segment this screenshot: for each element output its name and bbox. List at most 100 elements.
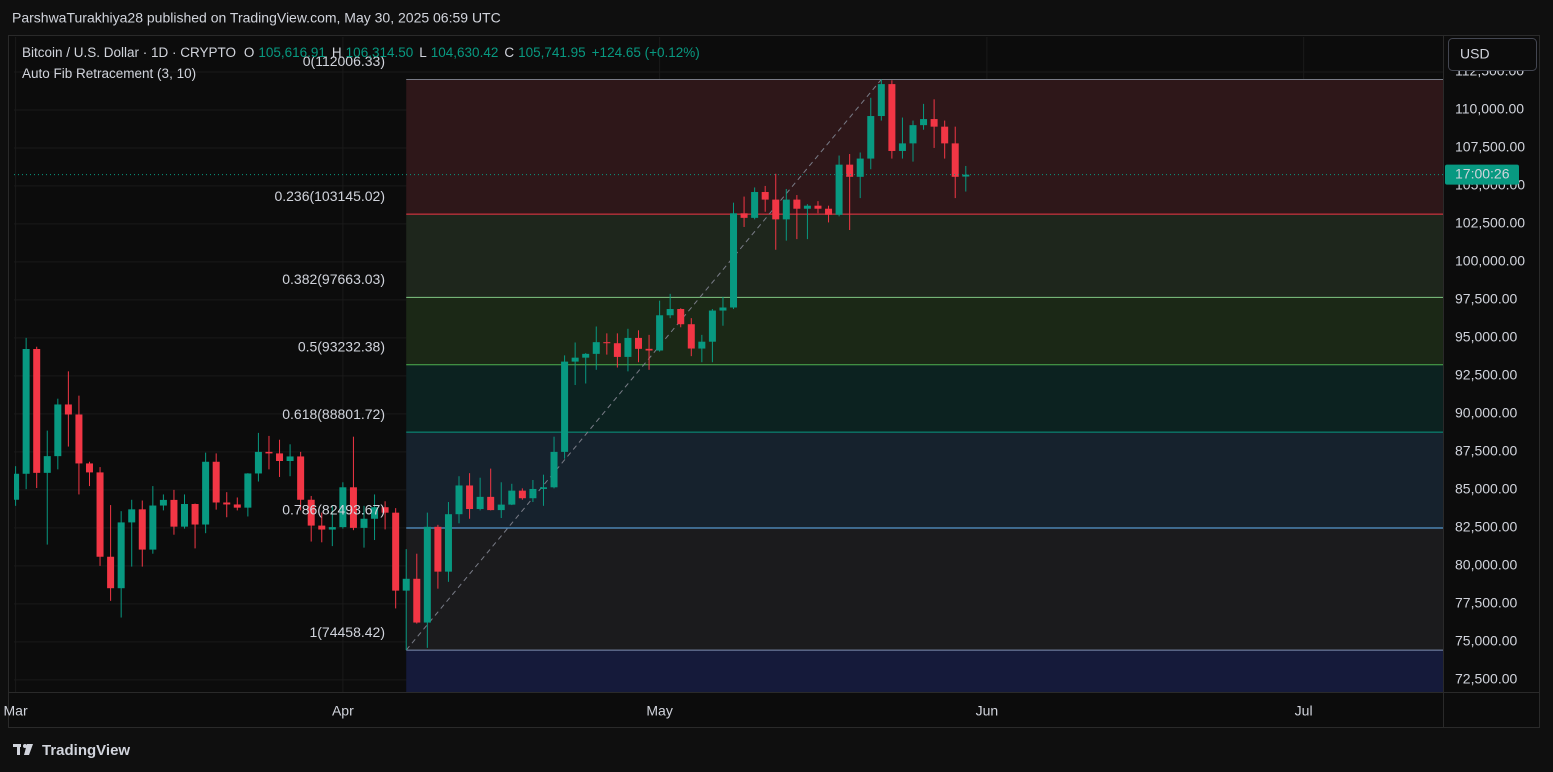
currency-button[interactable] (1448, 38, 1537, 71)
candle-body (181, 504, 189, 527)
candle-body (740, 213, 748, 218)
candle-body (909, 125, 917, 144)
candle-body (846, 164, 854, 177)
candle-body (191, 504, 199, 525)
candle-body (381, 507, 389, 513)
candle-body (962, 174, 970, 177)
ohlc-key: O (243, 45, 255, 60)
candle-body (286, 456, 294, 462)
candle-body (22, 348, 30, 474)
candle-body (550, 451, 558, 488)
candle-body (814, 205, 822, 209)
candle-body (666, 309, 674, 316)
candle-body (96, 472, 104, 557)
logo-part (24, 744, 33, 755)
candle-body (423, 526, 431, 623)
brand: TradingView (42, 742, 130, 759)
candle-body (64, 404, 72, 415)
candle-body (571, 357, 579, 362)
indicator-name: Auto Fib Retracement (3, 10) (22, 66, 197, 81)
candle-body (14, 473, 20, 500)
candle-body (677, 309, 685, 325)
candle-body (444, 514, 452, 572)
candle-body (128, 509, 136, 523)
candle-body (360, 518, 368, 528)
countdown: 17:00:26 (1455, 165, 1510, 181)
candle-body (202, 461, 210, 525)
ohlc-value: 105,616.91 (258, 45, 326, 60)
fib-level-label: 1(74458.42) (309, 624, 385, 640)
candle-body (561, 361, 569, 452)
candle-body (149, 505, 157, 550)
candle-body (307, 499, 315, 526)
candle-body (212, 461, 220, 503)
fib-level-label: 0(112006.33) (303, 53, 385, 69)
x-tick-label: Mar (4, 703, 28, 719)
candle-body (951, 143, 959, 177)
candle-body (645, 348, 653, 351)
currency[interactable]: USD (1460, 46, 1490, 62)
y-tick-label: 85,000.00 (1455, 481, 1517, 497)
fib-zone (406, 432, 1443, 528)
fib-zone (406, 79, 1443, 215)
candle-body (244, 473, 252, 508)
candle-body (413, 578, 421, 623)
y-tick-label: 110,000.00 (1455, 101, 1524, 117)
candle-body (75, 414, 83, 464)
fib-zone (406, 297, 1443, 365)
candle-body (518, 490, 526, 499)
candle-body (402, 578, 410, 591)
candle-body (803, 205, 811, 209)
candle-body (751, 192, 759, 218)
candle-body (371, 507, 379, 519)
candle-body (434, 526, 442, 572)
candle-body (708, 310, 716, 342)
candle-body (825, 208, 833, 215)
candle-body (877, 84, 885, 117)
candle-body (339, 487, 347, 528)
y-tick-label: 97,500.00 (1455, 291, 1517, 307)
candle-body (634, 337, 642, 349)
candle-body (508, 490, 516, 505)
candle-body (392, 512, 400, 591)
y-tick-label: 72,500.00 (1455, 671, 1517, 687)
y-tick-label: 82,500.00 (1455, 519, 1517, 535)
candle-body (487, 496, 495, 511)
candle-body (920, 119, 928, 126)
candle-body (539, 487, 547, 489)
candle-body (455, 485, 463, 515)
candle-body (117, 522, 125, 589)
candle-body (43, 456, 51, 473)
candles (14, 79, 1443, 651)
y-tick-label: 107,500.00 (1455, 139, 1525, 155)
candle-body (349, 487, 357, 528)
candle-body (698, 341, 706, 349)
symbol: Bitcoin / U.S. Dollar · 1D · CRYPTO (22, 45, 237, 60)
candle-body (54, 404, 62, 457)
y-tick-label: 80,000.00 (1455, 557, 1517, 573)
candle-body (297, 456, 305, 500)
candle-body (107, 556, 115, 589)
fib-zone (406, 650, 1443, 692)
y-tick-label: 102,500.00 (1455, 215, 1525, 231)
candle-body (582, 353, 590, 358)
change: +124.65 (+0.12%) (591, 45, 700, 60)
brand-logo (13, 744, 33, 755)
ohlc-value: 106,314.50 (345, 45, 414, 60)
fib-level-label: 0.236(103145.02) (274, 188, 385, 204)
candle-body (254, 451, 262, 474)
candle-body (603, 342, 611, 344)
candle-body (85, 463, 93, 473)
candle-body (476, 496, 484, 510)
publisher: ParshwaTurakhiya28 published on TradingV… (12, 10, 501, 26)
candle-body (930, 119, 938, 127)
candle-body (793, 199, 801, 209)
candle-body (138, 509, 146, 550)
candle-body (233, 504, 241, 508)
x-tick-label: Jul (1295, 703, 1313, 719)
y-tick-label: 100,000.00 (1455, 253, 1525, 269)
candle-body (318, 525, 326, 530)
candle-body (782, 199, 790, 220)
fib-trend-line (405, 79, 882, 651)
candle-body (856, 158, 864, 177)
